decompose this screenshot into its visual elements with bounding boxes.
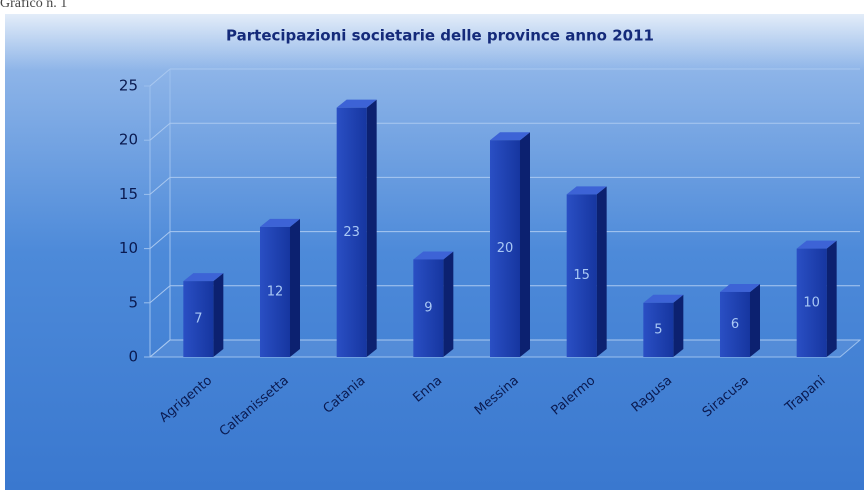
bar-side	[213, 273, 224, 357]
caption: Grafico n. 1	[0, 0, 67, 11]
y-tick-label: 15	[119, 185, 138, 203]
bar-top	[643, 294, 684, 303]
value-label: 20	[497, 241, 514, 256]
bar-side	[826, 240, 837, 357]
bar-top	[260, 218, 300, 227]
bar-top	[336, 99, 377, 108]
y-tick-label: 10	[119, 239, 138, 257]
bar-top	[490, 132, 530, 141]
bar-side	[290, 218, 300, 357]
grid-line	[149, 339, 171, 358]
value-label: 6	[731, 317, 739, 332]
bar-side	[596, 186, 607, 357]
value-label: 9	[424, 301, 432, 316]
bar-side	[366, 99, 377, 358]
value-label: 23	[343, 225, 360, 240]
bar	[260, 226, 290, 357]
bar	[490, 140, 520, 357]
bar	[643, 302, 674, 357]
grid-line	[149, 231, 171, 249]
value-label: 10	[803, 295, 820, 310]
bar	[796, 248, 827, 357]
grid-line	[149, 177, 171, 195]
bar	[413, 259, 444, 357]
y-tick-label: 0	[128, 348, 138, 366]
bar-side	[673, 294, 684, 357]
bar-top	[183, 273, 224, 282]
bar-top	[796, 240, 837, 249]
bar	[183, 281, 214, 357]
bar-top	[413, 251, 454, 260]
chart-title: Partecipazioni societarie delle province…	[226, 27, 654, 45]
bar	[566, 194, 597, 357]
bar-side	[750, 283, 760, 357]
bar-top	[566, 186, 607, 195]
bar-side	[443, 251, 454, 357]
grid-line	[149, 122, 171, 141]
grid-line	[149, 285, 171, 304]
bar-top	[720, 283, 760, 292]
bar-side	[520, 132, 530, 357]
bar	[720, 291, 750, 357]
grid-line	[149, 68, 171, 87]
value-label: 5	[654, 322, 662, 337]
y-tick-label: 20	[119, 131, 138, 149]
y-tick-label: 25	[119, 77, 138, 95]
value-label: 12	[267, 284, 284, 299]
value-label: 15	[573, 268, 590, 283]
bar	[336, 107, 367, 358]
y-tick-label: 5	[128, 293, 138, 311]
value-label: 7	[194, 312, 202, 327]
